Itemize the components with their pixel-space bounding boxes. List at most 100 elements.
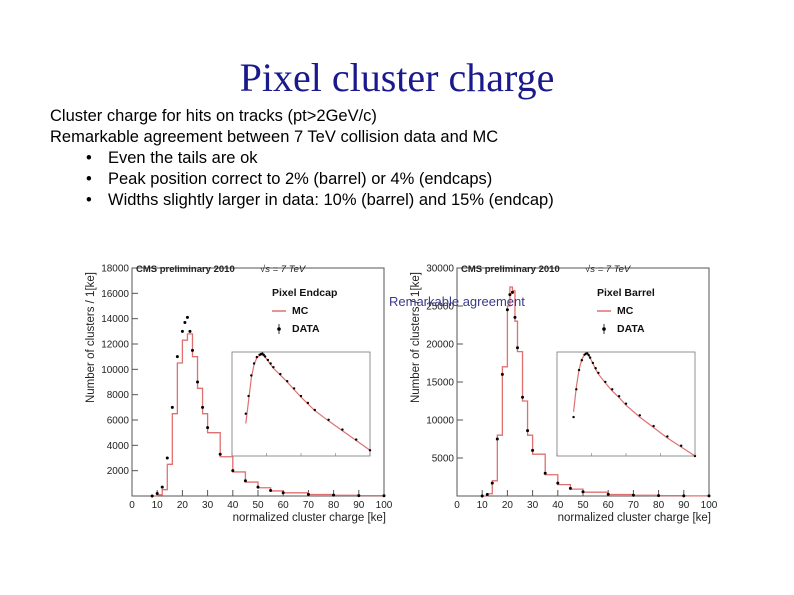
y-tick-label: 14000	[101, 314, 129, 325]
inset-data-point	[575, 388, 578, 391]
legend-data-label: DATA	[292, 323, 320, 335]
data-point	[190, 348, 194, 352]
data-point	[531, 448, 535, 452]
inset-data-point	[597, 371, 600, 375]
bullet-item: Remarkable agreement between 7 TeV colli…	[50, 127, 554, 148]
data-point	[631, 493, 635, 497]
x-tick-label: 60	[603, 500, 615, 511]
data-point	[682, 494, 686, 498]
data-point	[150, 494, 154, 498]
y-tick-label: 18000	[101, 264, 129, 275]
inset-data-point	[587, 354, 590, 357]
bullet-list: Cluster charge for hits on tracks (pt>2G…	[50, 106, 554, 211]
data-point	[175, 355, 179, 359]
inset-data-point	[638, 414, 641, 417]
inset-data-point	[250, 374, 253, 377]
inset-data-point	[313, 408, 316, 412]
x-axis-label: normalized cluster charge [ke]	[233, 512, 386, 524]
y-tick-label: 6000	[107, 416, 130, 427]
data-point	[556, 481, 560, 485]
data-point	[485, 492, 489, 496]
data-point	[243, 479, 247, 483]
data-point	[521, 395, 525, 399]
data-point	[606, 492, 610, 496]
x-tick-label: 50	[577, 500, 589, 511]
data-point	[185, 315, 189, 319]
inset-data-point	[279, 372, 282, 376]
data-point	[206, 426, 210, 430]
inset-data-point	[594, 367, 597, 370]
y-tick-label: 4000	[107, 441, 130, 452]
inset-data-point	[266, 358, 270, 362]
x-tick-label: 0	[454, 500, 460, 511]
x-tick-label: 70	[628, 500, 640, 511]
barrel-plot: 5000 10000 15000 20000 25000 30000 0 10 20 30 40 50…	[405, 256, 718, 531]
bullet-text: Cluster charge for hits on tracks (pt>2G…	[50, 107, 377, 125]
data-point	[495, 437, 499, 441]
bullet-dot-icon: •	[86, 149, 92, 167]
y-tick-label: 10000	[101, 365, 129, 376]
data-point	[188, 329, 192, 333]
x-tick-label: 80	[653, 500, 665, 511]
data-point	[505, 308, 509, 312]
inset-data-point	[666, 435, 669, 438]
data-point	[165, 456, 169, 460]
data-point	[513, 315, 517, 319]
data-point	[231, 469, 235, 473]
y-tick-label: 16000	[101, 289, 129, 300]
bullet-dot-icon: •	[86, 170, 92, 188]
data-point	[526, 429, 530, 433]
inset-data-point	[262, 353, 265, 356]
inset-data-point	[306, 401, 310, 405]
inset-data-point	[292, 387, 296, 390]
x-tick-label: 30	[202, 500, 214, 511]
x-tick-label: 0	[129, 500, 135, 511]
y-tick-label: 20000	[426, 340, 454, 351]
inset-data-point	[577, 368, 581, 372]
y-axis-label: Number of clusters / 1[ke]	[410, 272, 422, 403]
mc-histogram	[152, 333, 385, 497]
data-point	[357, 494, 361, 498]
data-point	[183, 320, 187, 324]
panel-label: Pixel Barrel	[597, 287, 655, 299]
energy-label: √s = 7 TeV	[585, 264, 632, 275]
inset-data-point	[327, 418, 330, 421]
endcap-plot: 2000 4000 6000 8000 10000 12000 14000 16000 1800…	[80, 256, 393, 531]
sub-bullet-item: • Even the tails are ok	[50, 148, 554, 169]
bullet-dot-icon: •	[86, 191, 92, 209]
data-point	[180, 329, 184, 333]
log-inset	[231, 351, 372, 457]
data-point	[657, 494, 661, 498]
y-tick-label: 5000	[432, 454, 455, 465]
data-point	[201, 405, 205, 409]
x-tick-label: 100	[701, 500, 717, 511]
x-tick-label: 30	[527, 500, 539, 511]
data-point	[510, 290, 514, 294]
data-point	[269, 489, 273, 493]
data-point	[196, 380, 200, 384]
inset-data-point	[624, 402, 628, 405]
inset-data-point	[680, 444, 683, 447]
inset-data-point	[341, 428, 344, 431]
data-point	[508, 293, 512, 297]
x-tick-label: 40	[552, 500, 564, 511]
inset-data-point	[299, 394, 303, 398]
inset-data-point	[572, 415, 575, 419]
data-point	[306, 492, 310, 496]
x-tick-label: 100	[376, 500, 392, 511]
x-tick-label: 90	[678, 500, 690, 511]
inset-data-point	[604, 380, 607, 384]
sub-bullet-item: • Widths slightly larger in data: 10% (ba…	[50, 190, 554, 211]
data-point	[155, 491, 159, 495]
data-point	[218, 452, 222, 456]
bullet-text: Even the tails are ok	[108, 149, 258, 167]
inset-data-point	[252, 362, 256, 365]
inset-data-point	[617, 394, 621, 398]
inset-data-point	[580, 358, 584, 362]
x-tick-label: 50	[252, 500, 264, 511]
log-inset	[556, 351, 697, 458]
data-point	[568, 486, 572, 490]
sub-bullet-item: • Peak position correct to 2% (barrel) or…	[50, 169, 554, 190]
energy-label: √s = 7 TeV	[260, 264, 307, 275]
legend-mc-label: MC	[292, 305, 309, 317]
